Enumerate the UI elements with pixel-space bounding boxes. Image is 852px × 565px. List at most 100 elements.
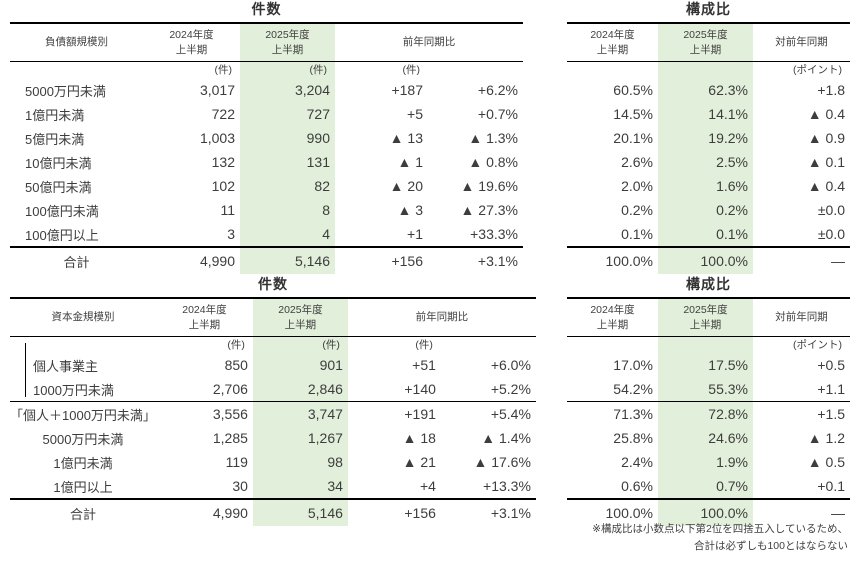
yoy-pct: ▲ 0.8%: [468, 154, 518, 170]
table-row: 5000万円未満 1,285 1,267 ▲ 18 ▲ 1.4%: [10, 426, 536, 450]
ratio-2024: 0.2%: [621, 202, 653, 218]
footnote-line1: ※構成比は小数点以下第2位を四捨五入しているため、: [592, 523, 848, 535]
total-ratio-2024: 100.0%: [567, 498, 658, 526]
value-2024: 1,285: [212, 430, 248, 446]
table-row: 100億円以上 3 4 +1 +33.3%: [10, 222, 523, 247]
debt-count-title: 件数: [251, 1, 282, 17]
ratio-diff: ▲ 0.9: [807, 130, 845, 146]
yoy-diff: ▲ 1: [397, 154, 423, 170]
yoy-diff: ▲ 3: [397, 202, 423, 218]
value-2024: 722: [211, 106, 235, 122]
yoy-diff: +51: [412, 357, 436, 373]
yoy-pct: ▲ 19.6%: [460, 178, 518, 194]
ratio-diff: +1.5: [817, 406, 845, 422]
total-2025: 5,146: [240, 246, 335, 274]
ratio-2024: 17.0%: [613, 357, 653, 373]
row-label: 5000万円未満: [42, 431, 124, 447]
ratio-2025: 72.8%: [658, 401, 753, 426]
unit-2024: (件): [214, 64, 233, 76]
total-label: 合計: [10, 498, 156, 526]
unit-row: (件) (件) (件): [10, 61, 523, 78]
row-label: 1億円未満: [25, 107, 85, 123]
total-diff: +156: [335, 246, 428, 274]
table-row: 10億円未満 132 131 ▲ 1 ▲ 0.8%: [10, 150, 523, 174]
table-row: 個人事業主 850 901 +51 +6.0%: [10, 353, 536, 377]
col-header-yoy: 前年同期比: [347, 297, 536, 337]
ratio-2024: 2.6%: [621, 154, 653, 170]
value-2024: 3,017: [199, 82, 235, 98]
ratio-2024: 14.5%: [613, 106, 653, 122]
ratio-2024: 25.8%: [613, 430, 653, 446]
total-2024: 4,990: [143, 246, 240, 274]
ratio-2025: 14.1%: [658, 102, 753, 126]
group-bracket-line: [25, 343, 26, 397]
ratio-diff: ▲ 1.2: [807, 430, 845, 446]
value-2025: 727: [240, 102, 335, 126]
ratio-2025: 0.2%: [658, 198, 753, 222]
ratio-2025: 1.9%: [658, 450, 753, 474]
table-row: 25.8% 24.6% ▲ 1.2: [567, 426, 850, 450]
col-header-yoy: 対前年同期: [753, 22, 850, 62]
ratio-diff: ±0.0: [817, 226, 845, 242]
header-row: 2024年度 上半期 2025年度 上半期 対前年同期: [567, 22, 850, 62]
value-2025: 34: [252, 474, 348, 499]
table-row: 60.5% 62.3% +1.8: [567, 78, 850, 102]
table-row: 2.0% 1.6% ▲ 0.4: [567, 174, 850, 198]
total-ratio-diff: ―: [753, 498, 850, 526]
yoy-diff: +5: [407, 106, 423, 122]
debt-ratio-table: 2024年度 上半期 2025年度 上半期 対前年同期 (ポイント) 60.5%…: [567, 22, 850, 274]
debt-ratio-block: 構成比 2024年度 上半期 2025年度 上半期 対前年同期 (ポイント) 6…: [567, 0, 850, 274]
ratio-2025: 0.1%: [658, 222, 753, 247]
unit-row: (ポイント): [567, 61, 850, 78]
yoy-pct: +6.2%: [477, 82, 518, 98]
yoy-pct: +33.3%: [470, 226, 518, 242]
capital-count-block: 件数 資本金規模別 2024年度 上半期 2025年度 上半期 前年同期比 (件…: [10, 275, 536, 526]
col-header-2024: 2024年度 上半期: [567, 297, 658, 337]
value-2024: 11: [220, 202, 235, 218]
yoy-diff: ▲ 18: [402, 430, 436, 446]
total-ratio-2025: 100.0%: [658, 498, 753, 526]
capital-count-title: 件数: [257, 276, 288, 292]
ratio-2025: 62.3%: [658, 78, 753, 102]
header-row: 資本金規模別 2024年度 上半期 2025年度 上半期 前年同期比: [10, 297, 536, 337]
ratio-2025: 19.2%: [658, 126, 753, 150]
row-label: 10億円未満: [25, 155, 92, 171]
yoy-diff: +191: [404, 406, 436, 422]
value-2025: 131: [240, 150, 335, 174]
col-header-2025: 2025年度 上半期: [240, 22, 335, 62]
value-2024: 850: [224, 357, 248, 373]
table-row: 1億円未満 119 98 ▲ 21 ▲ 17.6%: [10, 450, 536, 474]
ratio-diff: +1.8: [817, 82, 845, 98]
ratio-2024: 60.5%: [613, 82, 653, 98]
total-row: 100.0% 100.0% ―: [567, 498, 850, 526]
ratio-diff: ▲ 0.4: [807, 178, 845, 194]
yoy-diff: ▲ 13: [389, 130, 423, 146]
table-row: 1億円未満 722 727 +5 +0.7%: [10, 102, 523, 126]
col-header-debt-size: 負債額規模別: [10, 22, 143, 62]
table-row: 100億円未満 11 8 ▲ 3 ▲ 27.3%: [10, 198, 523, 222]
value-2025: 8: [240, 198, 335, 222]
table-row-subtotal: 「個人＋1000万円未満」 3,556 3,747 +191 +5.4%: [10, 401, 536, 426]
value-2025: 82: [240, 174, 335, 198]
ratio-2024: 0.6%: [621, 478, 653, 494]
yoy-pct: +5.2%: [440, 377, 536, 402]
yoy-pct: +5.4%: [490, 406, 531, 422]
table-row: 14.5% 14.1% ▲ 0.4: [567, 102, 850, 126]
ratio-2025: 55.3%: [658, 377, 753, 402]
value-2025: 2,846: [252, 377, 348, 402]
value-2025: 3,747: [252, 401, 348, 426]
row-label: 5000万円未満: [25, 83, 106, 99]
table-row: 17.0% 17.5% +0.5: [567, 353, 850, 377]
footnote: ※構成比は小数点以下第2位を四捨五入しているため、 合計は必ずしも100とはなら…: [380, 521, 848, 555]
unit-point: (ポイント): [793, 339, 842, 351]
ratio-diff: ±0.0: [817, 202, 845, 218]
table-row: 5億円未満 1,003 990 ▲ 13 ▲ 1.3%: [10, 126, 523, 150]
row-label: 100億円以上: [25, 227, 99, 243]
ratio-2025: 17.5%: [658, 353, 753, 377]
footnote-line2: 合計は必ずしも100とはならない: [693, 540, 848, 552]
unit-row: (ポイント): [567, 336, 850, 353]
debt-ratio-title: 構成比: [686, 1, 731, 17]
unit-2025: (件): [240, 61, 335, 78]
col-header-2024: 2024年度 上半期: [143, 22, 240, 62]
